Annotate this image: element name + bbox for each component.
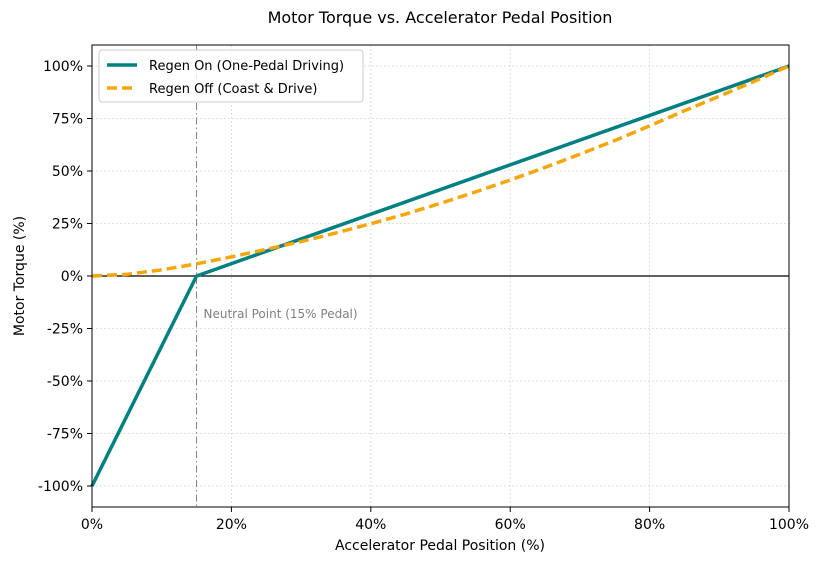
neutral-point-annotation: Neutral Point (15% Pedal)	[204, 307, 358, 321]
reference-lines	[92, 45, 789, 507]
y-tick-label-0: -100%	[38, 479, 83, 495]
x-tick-label-1: 20%	[216, 517, 247, 533]
y-tick-label-8: 100%	[43, 59, 83, 75]
legend-label-regen-off: Regen Off (Coast & Drive)	[149, 82, 317, 97]
y-tick-label-5: 25%	[52, 217, 83, 233]
x-tick-label-2: 40%	[355, 517, 386, 533]
axis-ticks: 0% 20% 40% 60% 80% 100% -100% -75% -50% -25% 0% 25%…	[38, 59, 809, 533]
x-tick-label-3: 60%	[495, 517, 526, 533]
series-line-regen-on	[90, 64, 790, 487]
x-tick-label-5: 100%	[769, 517, 809, 533]
legend-box	[98, 49, 364, 103]
y-axis-label: Motor Torque (%)	[12, 216, 28, 336]
x-axis-label: Accelerator Pedal Position (%)	[335, 538, 545, 554]
y-tick-label-4: 0%	[61, 269, 83, 285]
chart-title: Motor Torque vs. Accelerator Pedal Posit…	[268, 8, 613, 27]
grid	[91, 45, 790, 507]
y-tick-label-1: -75%	[47, 427, 83, 443]
x-tick-label-4: 80%	[634, 517, 665, 533]
x-tick-label-0: 0%	[81, 517, 103, 533]
series-lines	[90, 64, 790, 487]
series-line-regen-off	[91, 64, 790, 278]
legend: Regen On (One-Pedal Driving) Regen Off (…	[98, 49, 364, 103]
y-tick-label-3: -25%	[47, 322, 83, 338]
y-tick-label-2: -50%	[47, 374, 83, 390]
y-tick-label-6: 50%	[52, 164, 83, 180]
y-tick-label-7: 75%	[52, 112, 83, 128]
legend-label-regen-on: Regen On (One-Pedal Driving)	[149, 59, 344, 74]
